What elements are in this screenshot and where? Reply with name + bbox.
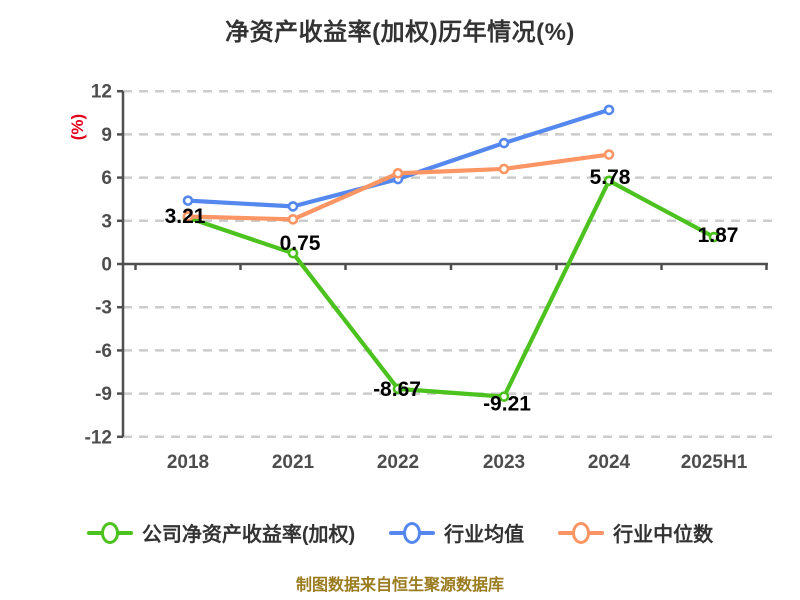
data-point [287,214,299,225]
x-axis-tick-label: 2022 [377,452,419,473]
data-point [392,383,404,395]
y-axis-tick-label: 6 [101,168,112,189]
roe-line-chart: 12 9 6 3 0 -3 -6 -9 -12 2018 2021 2022 2023 2024 2025H… [68,82,773,473]
y-axis-tick-label: -3 [95,298,112,319]
data-point [708,231,720,243]
x-axis-tick-label: 2018 [167,452,209,473]
y-axis-tick-label: 0 [101,255,112,276]
data-point [182,195,194,206]
y-axis-tick-label: -12 [85,427,112,448]
legend-label: 公司净资产收益率(加权) [141,524,356,546]
data-point [287,247,299,259]
legend-marker-ring [100,521,119,544]
y-axis-title: (%) [68,114,87,140]
legend-marker-ring [403,521,422,544]
legend-line-marker-icon [389,521,436,545]
y-axis-tick-label: -9 [95,384,112,405]
legend-item-0[interactable]: 公司净资产收益率(加权) [86,518,356,547]
data-point [603,104,615,116]
legend-label: 行业均值 [444,524,525,546]
data-point [182,211,194,222]
data-point [498,137,510,149]
chart-title: 净资产收益率(加权)历年情况(%) [225,19,575,46]
value-label: -9.21 [483,393,531,416]
data-point [603,149,615,160]
value-label: 3.21 [165,205,206,228]
x-axis-tick-label: 2021 [272,452,315,473]
data-point [392,167,404,179]
data-point [287,201,299,212]
y-axis-tick-label: -6 [95,341,112,362]
value-label: 1.87 [698,224,739,247]
value-label: -8.67 [373,378,421,401]
data-point [603,175,615,187]
series-line-2 [185,152,612,222]
series-line-1 [185,107,612,209]
value-label: 0.75 [280,232,321,255]
data-point [498,391,510,402]
x-axis-tick-label: 2023 [483,452,525,473]
legend-line-marker-icon [558,521,605,545]
y-axis-tick-label: 12 [91,82,112,103]
x-axis-tick-label: 2024 [588,452,631,473]
legend-line-marker-icon [86,521,133,545]
legend-item-2[interactable]: 行业中位数 [558,518,713,547]
data-point [498,163,510,175]
x-axis-tick-label: 2025H1 [681,452,748,473]
y-axis-tick-label: 9 [101,125,112,146]
legend: 公司净资产收益率(加权) 行业均值 行业中位数 [0,518,800,547]
y-axis-tick-label: 3 [101,211,112,232]
data-source-note: 制图数据来自恒生聚源数据库 [295,577,504,594]
legend-item-1[interactable]: 行业均值 [389,518,524,547]
series-line-0 [185,178,717,399]
legend-label: 行业中位数 [613,524,714,546]
value-label: 5.78 [590,166,631,189]
legend-marker-ring [572,521,591,544]
